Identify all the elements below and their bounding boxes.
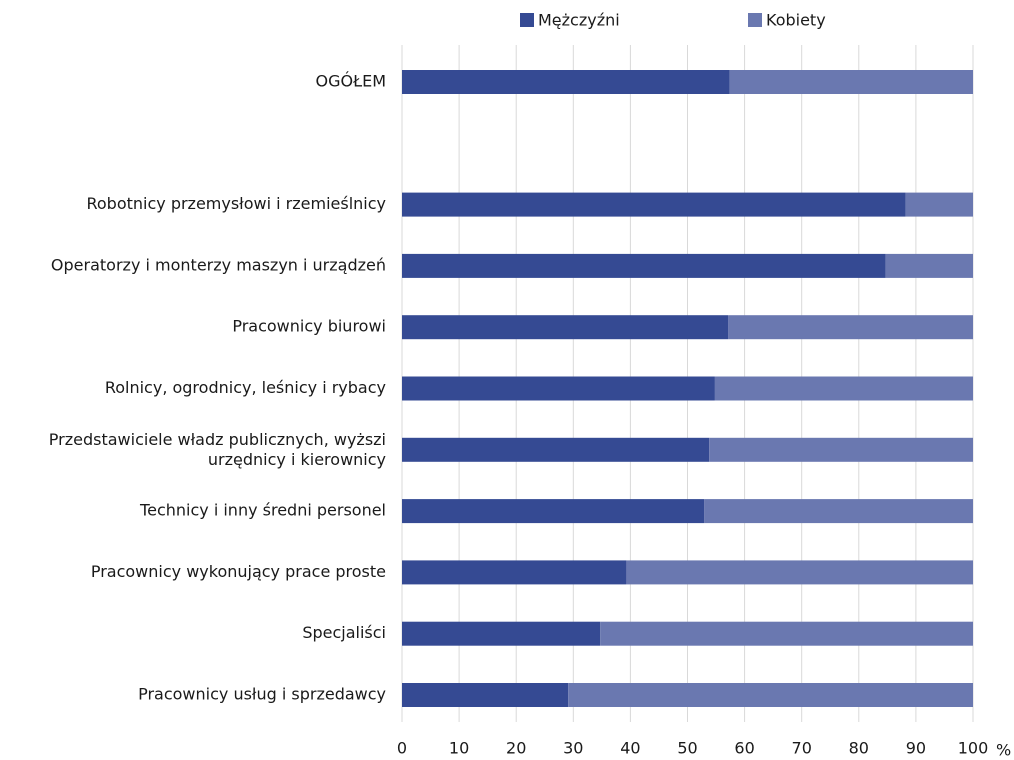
- y-tick-label: Przedstawiciele władz publicznych, wyższ…: [49, 429, 386, 468]
- y-tick-label: Pracownicy usług i sprzedawcy: [138, 685, 386, 704]
- x-tick-label: 70: [792, 739, 812, 758]
- x-tick-label: 20: [506, 739, 526, 758]
- bar: [885, 253, 973, 278]
- bar: [402, 621, 601, 646]
- y-tick-label: Pracownicy wykonujący prace proste: [91, 562, 386, 581]
- y-tick-label: Robotnicy przemysłowi i rzemieślnicy: [86, 194, 386, 213]
- x-tick-label: 30: [563, 739, 583, 758]
- y-tick-label: Specjaliści: [302, 623, 386, 642]
- y-tick-label: Pracownicy biurowi: [232, 317, 386, 336]
- bar: [600, 621, 973, 646]
- bar: [402, 253, 886, 278]
- bar: [709, 437, 973, 462]
- bar: [905, 192, 973, 217]
- x-tick-label: 10: [449, 739, 469, 758]
- legend-label: Kobiety: [766, 11, 826, 30]
- y-tick-label: OGÓŁEM: [316, 72, 387, 91]
- bar: [402, 499, 705, 524]
- bar: [402, 315, 729, 340]
- legend-label: Mężczyźni: [538, 11, 620, 30]
- x-tick-label: 40: [620, 739, 640, 758]
- legend-swatch: [748, 13, 762, 27]
- x-unit: %: [996, 741, 1011, 760]
- bar: [714, 376, 973, 401]
- bar: [728, 315, 973, 340]
- bar: [568, 683, 973, 707]
- bar: [402, 70, 730, 94]
- bar: [402, 437, 710, 462]
- x-tick-label: 60: [734, 739, 754, 758]
- y-tick-label: Rolnicy, ogrodnicy, leśnicy i rybacy: [105, 378, 386, 397]
- x-tick-label: 100: [958, 739, 989, 758]
- bar: [402, 376, 715, 401]
- bar: [626, 560, 973, 585]
- bar: [729, 70, 973, 94]
- bar: [402, 560, 627, 585]
- x-tick-label: 90: [906, 739, 926, 758]
- bar: [704, 499, 973, 524]
- y-tick-label: Operatorzy i monterzy maszyn i urządzeń: [51, 255, 386, 274]
- x-tick-label: 0: [397, 739, 407, 758]
- bar: [402, 192, 906, 217]
- x-tick-label: 80: [849, 739, 869, 758]
- bar: [402, 683, 569, 707]
- legend-swatch: [520, 13, 534, 27]
- x-tick-label: 50: [677, 739, 697, 758]
- y-tick-label: Technicy i inny średni personel: [139, 501, 386, 520]
